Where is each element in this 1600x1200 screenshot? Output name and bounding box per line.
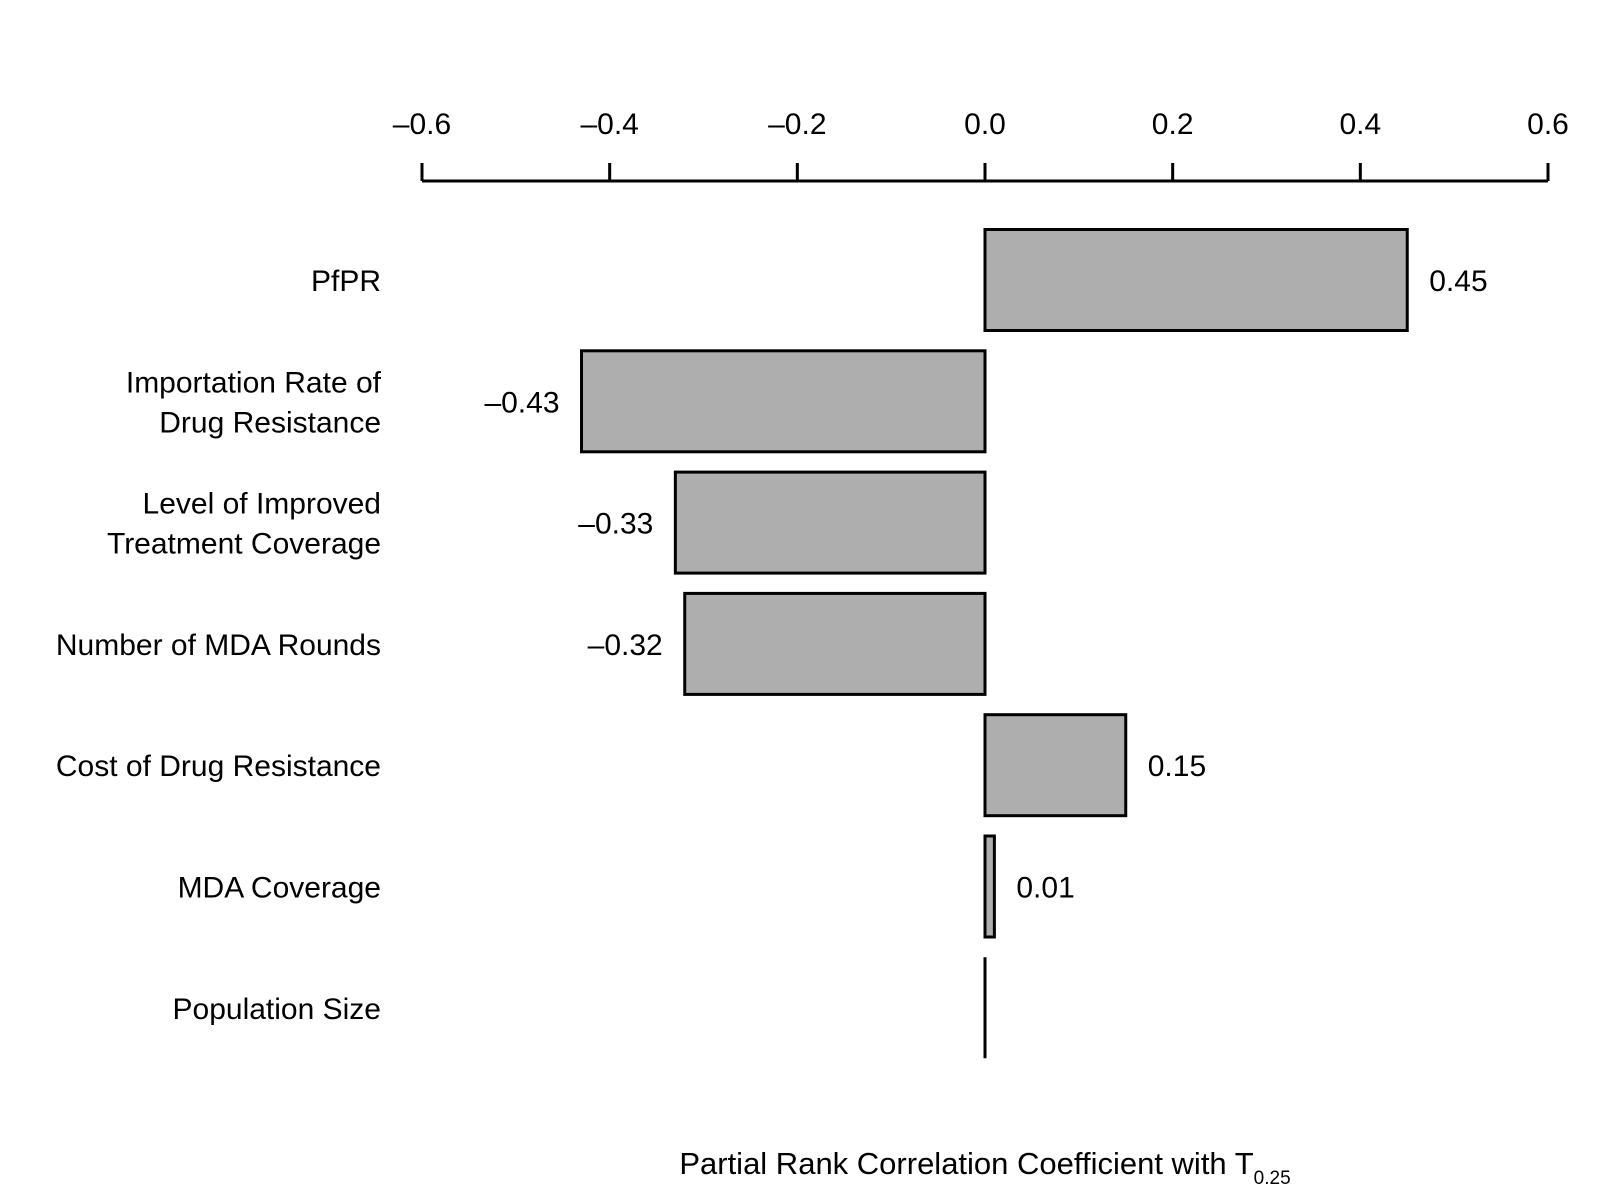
bar	[983, 834, 996, 939]
category-label-line: PfPR	[311, 265, 381, 298]
x-tick-label: 0.6	[1527, 108, 1569, 141]
category-label-line: MDA Coverage	[178, 872, 381, 905]
bar	[983, 228, 1409, 332]
category-label-line: Level of Improved	[143, 488, 381, 521]
category-label: MDA Coverage	[178, 872, 381, 905]
value-labels: 0.45 –0.43 –0.33 –0.32 0.15 0.01	[484, 265, 1487, 905]
x-tick-label: 0.0	[964, 108, 1006, 141]
x-axis-title-subscript: 0.25	[1254, 1168, 1291, 1189]
value-label: –0.32	[588, 629, 663, 662]
category-label-line: Population Size	[173, 993, 381, 1026]
value-label: –0.33	[578, 508, 653, 541]
bar	[983, 713, 1128, 818]
bar	[673, 470, 987, 575]
category-label: Population Size	[173, 993, 381, 1026]
bars	[580, 228, 1409, 1059]
category-label-line: Number of MDA Rounds	[56, 629, 381, 662]
x-axis-title-main: Partial Rank Correlation Coefficient wit…	[679, 1146, 1253, 1181]
x-tick-label: 0.2	[1152, 108, 1194, 141]
category-label: Cost of Drug Resistance	[56, 750, 381, 783]
x-tick-label: –0.4	[580, 108, 638, 141]
category-label-line: Importation Rate of	[126, 366, 382, 399]
category-label: Importation Rate of Drug Resistance	[126, 366, 382, 439]
value-label: 0.01	[1016, 872, 1074, 905]
value-label: 0.15	[1148, 750, 1206, 783]
value-label: 0.45	[1429, 265, 1487, 298]
category-label-line: Drug Resistance	[159, 406, 381, 439]
category-label: Level of Improved Treatment Coverage	[107, 488, 381, 561]
category-labels: PfPR Importation Rate of Drug Resistance Le…	[56, 265, 382, 1026]
bar	[683, 591, 987, 696]
category-label-line: Cost of Drug Resistance	[56, 750, 381, 783]
category-label: PfPR	[311, 265, 381, 298]
x-tick-label: –0.6	[393, 108, 451, 141]
x-tick-label: –0.2	[768, 108, 826, 141]
value-label: –0.43	[484, 386, 559, 419]
x-tick-label: 0.4	[1339, 108, 1381, 141]
bar	[580, 349, 987, 454]
category-label-line: Treatment Coverage	[107, 528, 381, 561]
x-axis: –0.6 –0.4 –0.2 0.0 0.2 0.4 0.6	[393, 108, 1569, 183]
x-axis-title: Partial Rank Correlation Coefficient wit…	[679, 1146, 1290, 1189]
category-label: Number of MDA Rounds	[56, 629, 381, 662]
